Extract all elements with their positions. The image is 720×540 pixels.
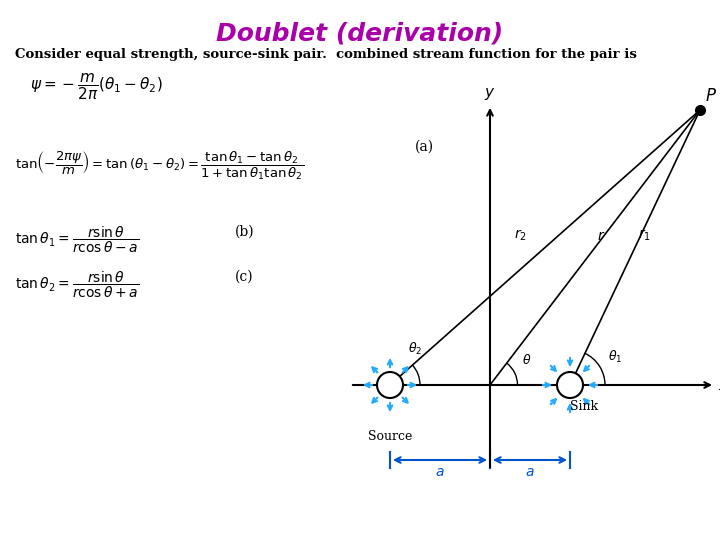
Text: (a): (a) [415, 140, 434, 154]
Text: Consider equal strength, source-sink pair.  combined stream function for the pai: Consider equal strength, source-sink pai… [15, 48, 637, 61]
Text: $\theta$: $\theta$ [522, 353, 531, 367]
Text: $\tan\theta_1 = \dfrac{r\sin\theta}{r\cos\theta - a}$: $\tan\theta_1 = \dfrac{r\sin\theta}{r\co… [15, 225, 140, 255]
Text: $r$: $r$ [597, 228, 606, 242]
Text: $\theta_1$: $\theta_1$ [608, 349, 622, 365]
Circle shape [377, 372, 403, 398]
Text: $\tan\theta_2 = \dfrac{r\sin\theta}{r\cos\theta + a}$: $\tan\theta_2 = \dfrac{r\sin\theta}{r\co… [15, 270, 140, 300]
Text: Sink: Sink [570, 400, 598, 413]
Text: (b): (b) [235, 225, 255, 239]
Text: $a$: $a$ [435, 465, 445, 479]
Text: Doublet (derivation): Doublet (derivation) [217, 22, 503, 46]
Text: $y$: $y$ [485, 86, 496, 102]
Text: $P$: $P$ [705, 87, 717, 105]
Text: $\psi = -\dfrac{m}{2\pi}\left(\theta_1 - \theta_2\right)$: $\psi = -\dfrac{m}{2\pi}\left(\theta_1 -… [30, 72, 163, 102]
Circle shape [557, 372, 583, 398]
Text: $r_1$: $r_1$ [638, 227, 651, 242]
Text: $a$: $a$ [525, 465, 535, 479]
Text: $r_2$: $r_2$ [514, 227, 527, 242]
Text: Source: Source [368, 430, 412, 443]
Text: $\tan\!\left(-\dfrac{2\pi\psi}{m}\right) = \tan\left(\theta_1 - \theta_2\right) : $\tan\!\left(-\dfrac{2\pi\psi}{m}\right)… [15, 150, 304, 183]
Text: $\theta_2$: $\theta_2$ [408, 341, 422, 357]
Text: (c): (c) [235, 270, 253, 284]
Text: $x$: $x$ [718, 377, 720, 393]
